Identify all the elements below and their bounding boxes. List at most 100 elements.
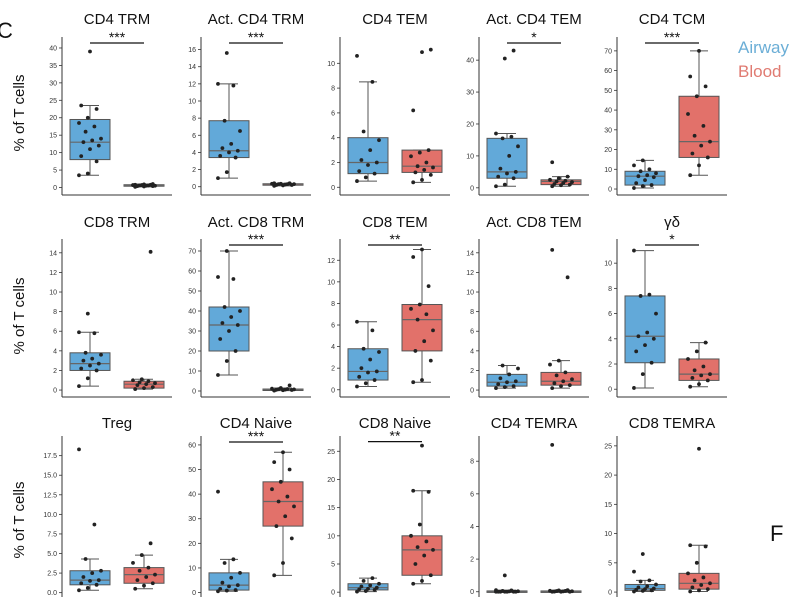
legend-blood: Blood <box>738 62 781 81</box>
y-tick-label: 6 <box>608 311 612 318</box>
y-tick-label: 0 <box>53 388 57 395</box>
data-point <box>235 583 240 588</box>
y-tick-label: 20 <box>604 473 612 480</box>
data-point <box>705 378 710 383</box>
y-tick-label: 0 <box>331 387 335 394</box>
panel: CD4 TEMRA 0 2 4 6 8 <box>470 415 582 597</box>
y-tick-label: 0 <box>192 590 196 597</box>
data-point <box>361 346 366 351</box>
data-point <box>292 504 296 509</box>
data-point <box>708 372 712 376</box>
data-point <box>94 368 99 373</box>
data-point <box>287 181 292 186</box>
box <box>347 137 389 175</box>
box <box>624 295 666 364</box>
panel: CD8 Naive 0 5 10 15 20 25 ** <box>327 415 443 597</box>
box <box>123 567 165 584</box>
data-point <box>420 247 424 252</box>
data-point <box>507 372 512 377</box>
data-point <box>88 147 92 152</box>
data-point <box>229 141 234 146</box>
data-point <box>377 138 381 143</box>
y-tick-label: 40 <box>466 58 474 65</box>
panel: Act. CD4 TRM 0 2 4 6 8 10 12 14 16 *** <box>188 11 311 196</box>
series-blood <box>262 383 304 393</box>
data-point <box>634 181 639 186</box>
data-point <box>632 569 636 574</box>
y-tick-label: 20 <box>188 541 196 548</box>
y-axis-label-row-2: % of T cells <box>11 278 28 355</box>
data-point <box>688 543 693 548</box>
data-point <box>355 53 359 58</box>
data-point <box>415 545 420 549</box>
y-tick-label: 60 <box>188 269 196 276</box>
data-point <box>431 328 435 333</box>
data-point <box>420 177 424 182</box>
y-tick-label: 25 <box>604 443 612 450</box>
data-point <box>561 379 566 384</box>
data-point <box>92 522 97 527</box>
y-tick-label: 2 <box>608 362 612 369</box>
data-point <box>133 387 138 391</box>
data-point <box>359 584 364 589</box>
data-point <box>411 488 416 493</box>
data-point <box>413 562 418 566</box>
data-point <box>77 173 81 178</box>
data-point <box>222 561 227 565</box>
data-point <box>361 579 366 583</box>
y-tick-label: 20 <box>327 477 335 484</box>
data-point <box>224 51 229 55</box>
data-point <box>150 581 155 586</box>
data-point <box>370 576 375 580</box>
data-point <box>94 159 99 164</box>
y-tick-label: 5 <box>331 562 335 569</box>
series-blood <box>123 541 165 591</box>
data-point <box>688 384 693 389</box>
data-point <box>278 181 283 186</box>
y-tick-label: 0 <box>470 185 474 192</box>
data-point <box>142 386 146 390</box>
significance-label: *** <box>248 29 265 45</box>
y-tick-label: 4 <box>192 150 196 157</box>
data-point <box>233 349 238 353</box>
data-point <box>79 154 84 159</box>
panel: CD4 TCM 0 10 20 30 40 50 60 70 *** <box>604 11 727 196</box>
data-point <box>153 572 157 577</box>
y-tick-label: 0 <box>192 184 196 191</box>
data-point <box>146 379 151 384</box>
data-point <box>502 182 507 187</box>
data-point <box>77 330 81 335</box>
data-point <box>374 369 379 374</box>
data-point <box>649 183 654 187</box>
data-point <box>643 343 647 348</box>
data-point <box>708 581 712 586</box>
data-point <box>224 249 229 253</box>
data-point <box>370 328 375 333</box>
data-point <box>133 182 138 187</box>
data-point <box>88 579 92 583</box>
series-airway <box>208 51 250 181</box>
data-point <box>632 186 636 190</box>
data-point <box>270 386 274 391</box>
series-blood <box>540 442 582 594</box>
data-point <box>139 377 144 382</box>
y-tick-label: 2 <box>53 368 57 375</box>
panel-title: CD4 TEM <box>362 11 428 28</box>
data-point <box>363 175 368 180</box>
data-point <box>424 160 429 165</box>
data-point <box>88 363 92 368</box>
data-point <box>703 84 708 89</box>
y-axis-label-row-1: % of T cells <box>11 75 28 152</box>
data-point <box>227 150 231 155</box>
data-point <box>224 588 229 593</box>
data-point <box>227 329 231 333</box>
y-tick-label: 6 <box>470 491 474 498</box>
significance-label: ** <box>390 231 401 247</box>
box <box>540 371 582 386</box>
y-tick-label: 10 <box>188 99 196 106</box>
panel: Act. CD8 TEM 0 2 4 6 8 10 12 14 <box>466 214 589 398</box>
data-point <box>511 48 516 53</box>
series-blood <box>678 340 720 389</box>
data-point <box>220 146 225 151</box>
data-point <box>509 588 514 593</box>
